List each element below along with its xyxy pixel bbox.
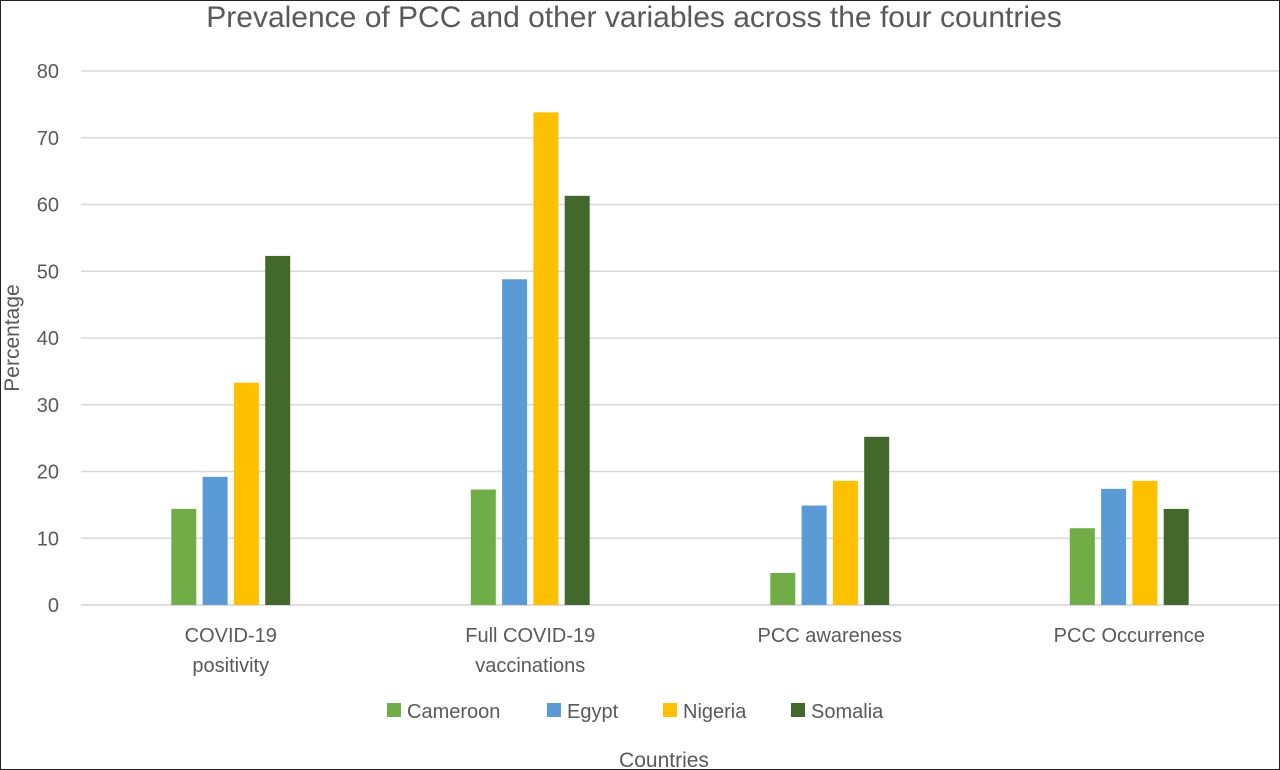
legend-item-cameroon: Cameroon	[387, 701, 500, 723]
bar-somalia	[564, 195, 590, 605]
y-tick-label: 80	[37, 61, 59, 83]
legend-swatch	[547, 703, 561, 717]
x-category-label: PCC awareness	[757, 625, 902, 647]
legend-label: Nigeria	[683, 701, 747, 723]
x-category-label: PCC Occurrence	[1054, 625, 1205, 647]
legend-item-nigeria: Nigeria	[663, 701, 747, 723]
legend-swatch	[387, 703, 401, 717]
legend-item-somalia: Somalia	[791, 701, 884, 723]
x-category-label: COVID-19	[185, 625, 277, 647]
bar-somalia	[864, 436, 890, 605]
bar-cameroon	[171, 508, 197, 605]
x-axis-label: Countries	[619, 749, 709, 769]
bar-egypt	[202, 476, 228, 605]
y-tick-label: 0	[48, 595, 59, 617]
chart-title: Prevalence of PCC and other variables ac…	[206, 1, 1061, 34]
y-axis-label: Percentage	[1, 284, 24, 391]
y-tick-label: 10	[37, 528, 59, 550]
y-tick-label: 40	[37, 328, 59, 350]
bar-nigeria	[1132, 480, 1158, 605]
legend-label: Somalia	[811, 701, 884, 723]
bar-nigeria	[233, 382, 259, 605]
bar-somalia	[1163, 508, 1189, 605]
bar-cameroon	[470, 489, 496, 605]
y-tick-label: 20	[37, 462, 59, 484]
bar-somalia	[265, 255, 291, 605]
bar-cameroon	[1069, 528, 1095, 605]
bar-nigeria	[533, 112, 559, 605]
y-tick-label: 70	[37, 128, 59, 150]
x-category-label: vaccinations	[475, 655, 585, 677]
bar-egypt	[801, 505, 827, 605]
y-axis-ticks: 0 10 20 30 40 50 60 70 80	[37, 61, 59, 617]
bar-nigeria	[832, 480, 858, 605]
x-axis-categories: COVID-19 positivity Full COVID-19 vaccinati…	[185, 625, 1205, 677]
y-tick-label: 60	[37, 195, 59, 217]
legend: Cameroon Egypt Nigeria Somalia	[387, 701, 884, 723]
gridlines	[81, 70, 1279, 606]
bars	[171, 112, 1189, 605]
y-tick-label: 30	[37, 395, 59, 417]
legend-label: Cameroon	[407, 701, 500, 723]
bar-egypt	[1101, 488, 1127, 605]
legend-item-egypt: Egypt	[547, 701, 619, 723]
bar-egypt	[502, 279, 528, 605]
y-tick-label: 50	[37, 261, 59, 283]
legend-label: Egypt	[567, 701, 619, 723]
x-category-label: positivity	[192, 655, 269, 677]
legend-swatch	[663, 703, 677, 717]
x-category-label: Full COVID-19	[465, 625, 595, 647]
bar-cameroon	[770, 572, 796, 605]
legend-swatch	[791, 703, 805, 717]
